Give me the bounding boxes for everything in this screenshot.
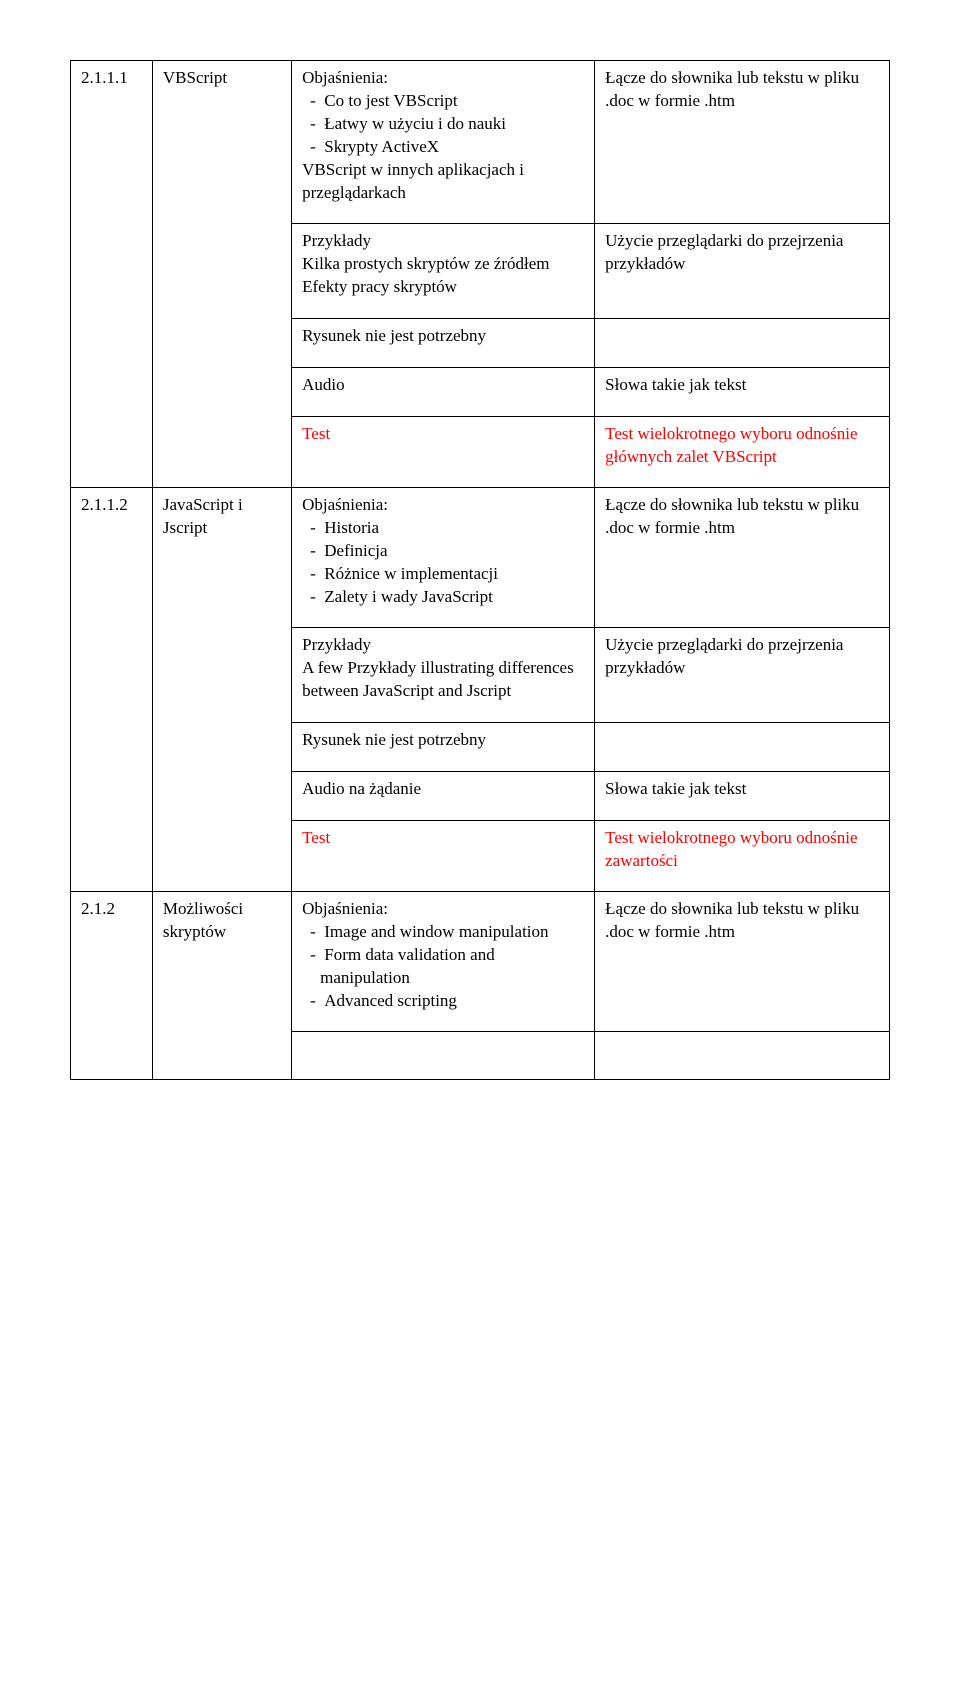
resource-cell (595, 723, 889, 772)
section-number: 2.1.2 (71, 892, 153, 1080)
content-column: Objaśnienia:- Historia- Definicja- Różni… (292, 488, 595, 892)
resource-cell: Test wielokrotnego wyboru odnośnie zawar… (595, 821, 889, 892)
content-cell: PrzykładyKilka prostych skryptów ze źród… (292, 224, 594, 319)
content-column: Objaśnienia:- Co to jest VBScript- Łatwy… (292, 61, 595, 488)
resource-cell: Łącze do słownika lub tekstu w pliku .do… (595, 61, 889, 224)
content-cell: Rysunek nie jest potrzebny (292, 319, 594, 368)
resource-cell: Słowa takie jak tekst (595, 772, 889, 821)
content-cell: Rysunek nie jest potrzebny (292, 723, 594, 772)
content-cell: Test (292, 417, 594, 488)
resource-cell (595, 1032, 889, 1080)
content-cell: Audio na żądanie (292, 772, 594, 821)
resource-cell: Test wielokrotnego wyboru odnośnie główn… (595, 417, 889, 488)
resource-column: Łącze do słownika lub tekstu w pliku .do… (595, 61, 890, 488)
content-cell: Objaśnienia:- Co to jest VBScript- Łatwy… (292, 61, 594, 224)
content-cell: Objaśnienia:- Historia- Definicja- Różni… (292, 488, 594, 628)
resource-cell: Użycie przeglądarki do przejrzenia przyk… (595, 628, 889, 723)
section-topic: VBScript (152, 61, 291, 488)
section-topic: JavaScript i Jscript (152, 488, 291, 892)
content-cell: PrzykładyA few Przykłady illustrating di… (292, 628, 594, 723)
content-cell: Objaśnienia:- Image and window manipulat… (292, 892, 594, 1032)
resource-cell (595, 319, 889, 368)
syllabus-table: 2.1.1.1VBScriptObjaśnienia:- Co to jest … (70, 60, 890, 1080)
resource-cell: Słowa takie jak tekst (595, 368, 889, 417)
resource-cell: Łącze do słownika lub tekstu w pliku .do… (595, 892, 889, 1032)
content-cell: Audio (292, 368, 594, 417)
section-number: 2.1.1.1 (71, 61, 153, 488)
content-cell (292, 1032, 594, 1080)
content-cell: Test (292, 821, 594, 892)
resource-column: Łącze do słownika lub tekstu w pliku .do… (595, 488, 890, 892)
resource-cell: Łącze do słownika lub tekstu w pliku .do… (595, 488, 889, 628)
section-topic: Możliwości skryptów (152, 892, 291, 1080)
section-number: 2.1.1.2 (71, 488, 153, 892)
resource-column: Łącze do słownika lub tekstu w pliku .do… (595, 892, 890, 1080)
resource-cell: Użycie przeglądarki do przejrzenia przyk… (595, 224, 889, 319)
content-column: Objaśnienia:- Image and window manipulat… (292, 892, 595, 1080)
